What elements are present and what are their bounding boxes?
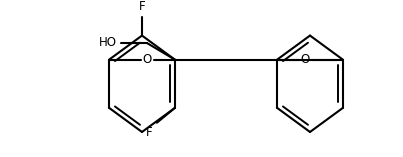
Text: HO: HO	[99, 36, 117, 49]
Text: O: O	[143, 53, 152, 66]
Text: F: F	[146, 126, 153, 139]
Text: O: O	[301, 53, 310, 66]
Text: F: F	[139, 0, 145, 13]
